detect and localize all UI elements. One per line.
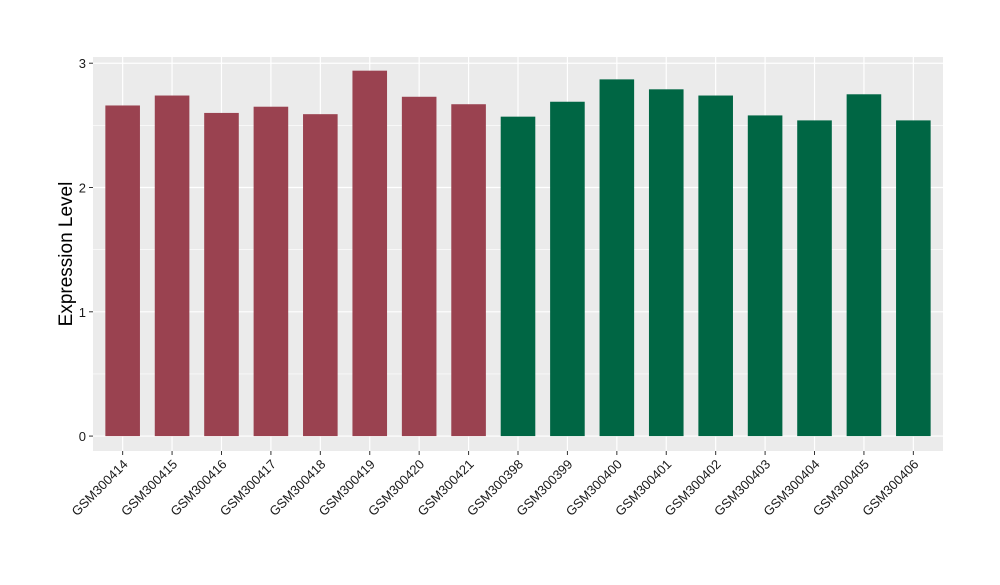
- bar: [698, 95, 733, 437]
- bars: [105, 70, 931, 437]
- y-tick-label: 3: [79, 56, 86, 71]
- bar: [747, 115, 783, 437]
- y-axis: 0 1 2 3: [79, 56, 93, 444]
- bar: [105, 105, 140, 437]
- bar: [154, 95, 190, 437]
- bar: [896, 120, 931, 437]
- bar: [303, 114, 338, 437]
- y-tick-label: 2: [79, 181, 86, 196]
- y-tick-label: 1: [79, 305, 86, 320]
- bar: [846, 94, 882, 437]
- bar: [352, 70, 388, 437]
- x-axis: GSM300414GSM300415GSM300416GSM300417GSM3…: [69, 451, 921, 519]
- bar: [648, 89, 684, 437]
- bar: [253, 106, 289, 437]
- bar: [204, 112, 239, 437]
- bar: [599, 79, 635, 437]
- y-tick-label: 0: [79, 429, 86, 444]
- bar: [550, 101, 585, 437]
- bar: [401, 96, 437, 437]
- bar: [451, 104, 486, 437]
- bar: [797, 120, 832, 437]
- bar: [500, 116, 536, 437]
- y-axis-title: Expression Level: [56, 182, 77, 327]
